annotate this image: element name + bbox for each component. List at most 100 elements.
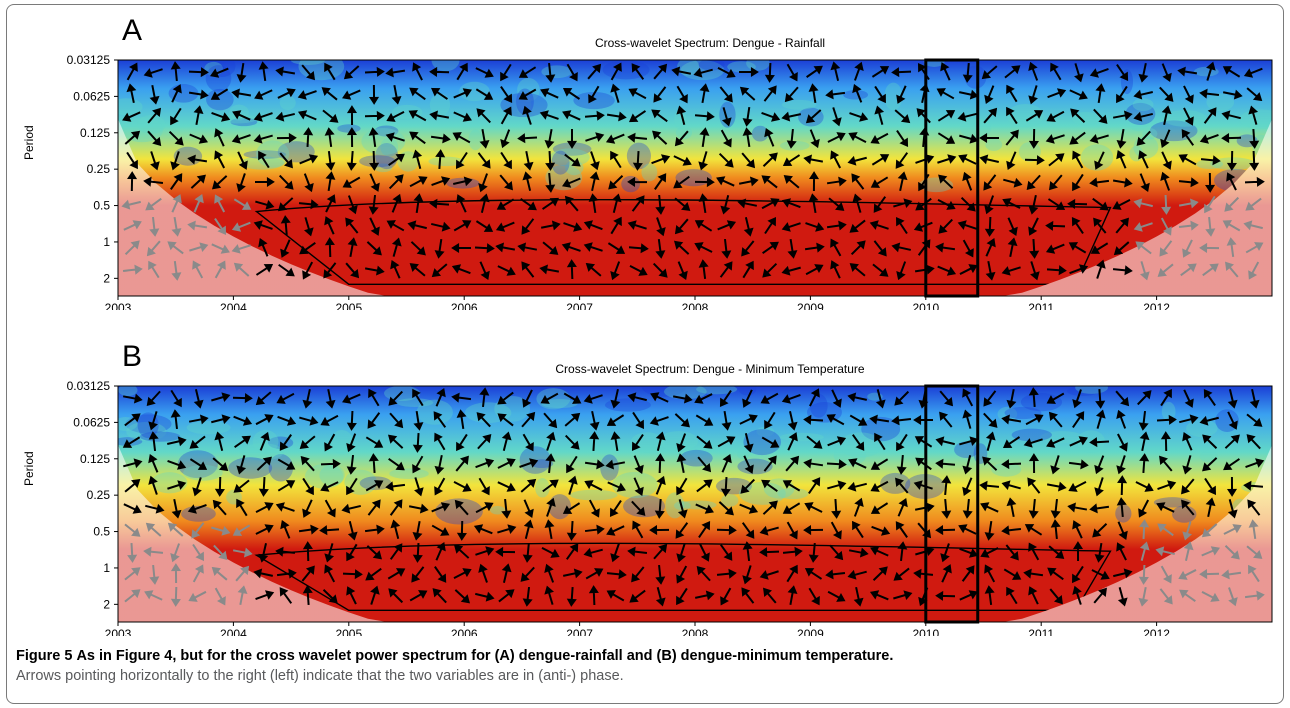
phase-arrow (1159, 86, 1174, 102)
phase-arrow (1227, 499, 1238, 519)
phase-arrow (633, 477, 644, 496)
phase-arrow (853, 497, 864, 517)
phase-arrow (145, 197, 162, 211)
phase-arrow (761, 436, 780, 448)
phase-arrow (652, 130, 668, 145)
phase-arrow (387, 434, 404, 449)
phase-arrow (830, 260, 841, 279)
caption-bold-text: As in Figure 4, but for the cross wavele… (76, 648, 894, 664)
phase-arrow (826, 414, 845, 426)
phase-arrow (605, 133, 625, 144)
phase-arrow (743, 455, 754, 474)
phase-arrow (696, 435, 713, 449)
phase-arrow (451, 264, 471, 275)
phase-arrows (122, 387, 1265, 607)
phase-arrow (1070, 108, 1086, 123)
phase-arrow (253, 568, 274, 579)
phase-arrow (787, 585, 798, 606)
phase-arrow (698, 521, 711, 539)
phase-arrow (805, 109, 822, 124)
y-tick-label: 0.125 (80, 126, 110, 140)
spectrum-texture-blob (698, 60, 725, 71)
phase-arrow (1089, 133, 1109, 144)
phase-arrow (301, 565, 315, 582)
phase-arrow (1244, 176, 1265, 187)
phase-arrow (785, 455, 800, 472)
phase-arrow (456, 62, 468, 81)
phase-arrow (540, 392, 559, 404)
phase-arrow (324, 564, 336, 583)
phase-arrow (409, 131, 426, 145)
phase-arrow (649, 416, 669, 426)
phase-arrow (652, 262, 668, 278)
y-axis-label-a: Period (22, 125, 36, 160)
phase-arrow (721, 410, 732, 431)
panel-title-a: Cross-wavelet Spectrum: Dengue - Rainfal… (594, 36, 826, 50)
phase-arrow (694, 242, 713, 253)
phase-arrow (303, 173, 314, 193)
spectrum-texture-blob (833, 445, 867, 466)
phase-arrow (764, 62, 775, 83)
phase-arrow (1113, 568, 1133, 579)
phase-arrow (606, 111, 627, 122)
phase-arrow (610, 216, 622, 235)
phase-arrow (279, 587, 293, 604)
phase-arrow (368, 127, 379, 148)
phase-arrow (1246, 434, 1261, 450)
phase-arrow (563, 222, 583, 232)
phase-arrow (850, 240, 866, 256)
phase-arrow (302, 388, 313, 409)
phase-arrow (412, 520, 423, 541)
phase-arrow (1006, 106, 1018, 125)
phase-arrow (298, 524, 319, 535)
phase-arrow (719, 86, 733, 103)
phase-arrow (1204, 477, 1216, 496)
phase-arrow (1133, 89, 1154, 100)
phase-arrow (1089, 503, 1110, 514)
x-tick-label: 2010 (912, 627, 939, 636)
phase-arrow (1068, 459, 1089, 470)
phase-arrow (346, 454, 357, 475)
phase-arrow (545, 453, 556, 474)
phase-arrow (122, 436, 141, 448)
phase-arrow (497, 524, 517, 534)
phase-arrow (455, 455, 469, 472)
phase-arrow (1224, 196, 1240, 212)
spectrum-texture-blob (268, 454, 294, 482)
phase-arrow (584, 459, 605, 470)
phase-arrow (1046, 437, 1065, 448)
phase-arrow (391, 237, 402, 257)
phase-arrow (1139, 173, 1150, 193)
phase-arrow (895, 152, 909, 169)
phase-arrow (324, 127, 335, 148)
phase-arrow (455, 151, 468, 170)
phase-arrow (606, 414, 625, 426)
phase-arrow (367, 412, 381, 429)
phase-arrow (414, 477, 424, 497)
phase-arrow (1201, 523, 1218, 538)
spectrum-texture-blob (679, 449, 713, 467)
phase-arrow (500, 63, 512, 82)
phase-arrow (849, 112, 869, 122)
panel-letter-b: B (122, 340, 143, 373)
phase-arrow (124, 130, 141, 145)
phase-arrow (1091, 569, 1110, 580)
spectrum-texture-blob (359, 476, 392, 491)
phase-arrow (893, 567, 910, 581)
phase-arrow (214, 260, 226, 279)
phase-arrow (145, 503, 165, 514)
phase-arrow (454, 589, 471, 604)
phase-arrow (255, 414, 274, 426)
phase-arrow (962, 455, 973, 475)
phase-arrow (831, 389, 842, 408)
phase-arrow (982, 456, 998, 471)
phase-arrow (869, 220, 889, 230)
phase-arrow (145, 522, 162, 537)
phase-arrow (742, 541, 753, 562)
phase-arrow (1181, 129, 1195, 146)
phase-arrow (1096, 259, 1106, 279)
phase-arrow (1093, 217, 1107, 234)
phase-arrow (479, 128, 490, 149)
phase-arrow (719, 261, 733, 278)
phase-arrow (673, 175, 690, 189)
